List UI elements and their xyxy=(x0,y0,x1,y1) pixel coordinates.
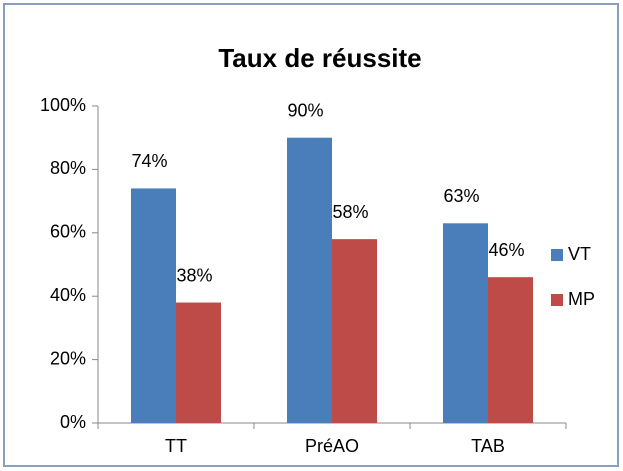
bar xyxy=(131,188,176,423)
bar xyxy=(287,137,332,423)
y-tick-label: 100% xyxy=(40,95,86,115)
bar xyxy=(332,239,377,423)
y-tick-label: 80% xyxy=(50,158,86,178)
bar xyxy=(443,223,488,423)
data-label: 63% xyxy=(443,186,479,206)
data-label: 58% xyxy=(332,202,368,222)
data-label: 90% xyxy=(287,100,323,120)
data-label: 46% xyxy=(488,240,524,260)
x-tick-label: TAB xyxy=(471,436,505,456)
y-tick-label: 60% xyxy=(50,222,86,242)
data-label: 38% xyxy=(176,265,212,285)
bar xyxy=(176,302,221,423)
data-label: 74% xyxy=(131,151,167,171)
x-tick-label: TT xyxy=(165,436,187,456)
y-tick-label: 40% xyxy=(50,285,86,305)
chart-title: Taux de réussite xyxy=(218,43,421,73)
x-tick-label: PréAO xyxy=(305,436,359,456)
legend-swatch xyxy=(551,294,563,306)
y-tick-label: 20% xyxy=(50,348,86,368)
y-tick-label: 0% xyxy=(60,412,86,432)
legend-label: VT xyxy=(568,244,591,264)
legend-swatch xyxy=(551,249,563,261)
bar xyxy=(488,277,533,423)
legend-label: MP xyxy=(568,289,595,309)
